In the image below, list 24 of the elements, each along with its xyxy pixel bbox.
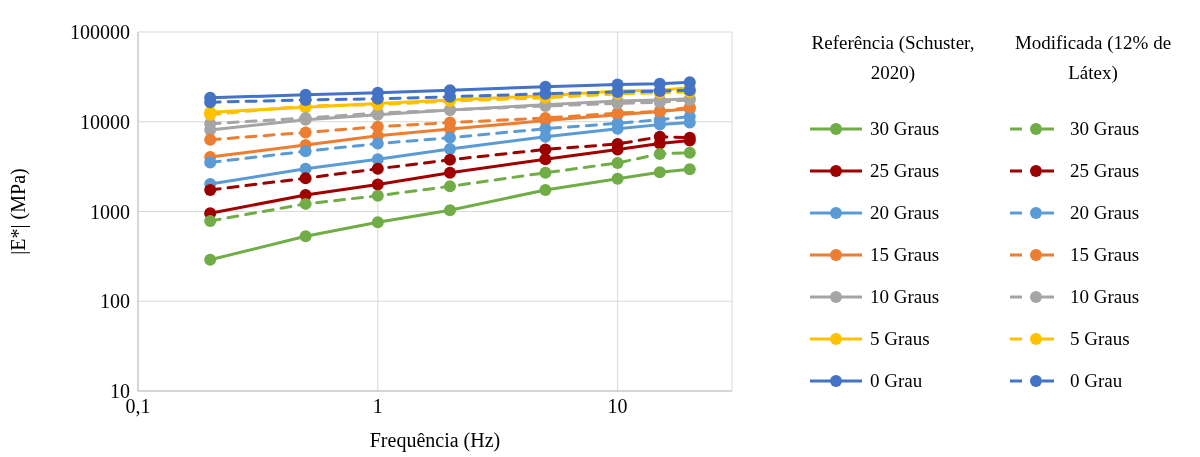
- legend-label: 30 Graus: [1070, 118, 1140, 140]
- y-tick-label: 100: [100, 290, 130, 313]
- y-axis-title: |E*| (MPa): [7, 168, 31, 255]
- x-axis-title: Frequência (Hz): [369, 429, 501, 452]
- legend-label: 15 Graus: [1070, 244, 1140, 266]
- legend-label: 10 Graus: [1070, 286, 1140, 308]
- legend-label: 0 Grau: [870, 370, 923, 392]
- legend-label: 25 Graus: [1070, 160, 1140, 182]
- y-tick-label: 1000: [90, 200, 130, 223]
- text: Modificada (12% de Látex): [1013, 31, 1173, 85]
- legend-label: 20 Graus: [1070, 202, 1140, 224]
- legend-label: 15 Graus: [870, 244, 940, 266]
- x-tick-label: 1: [372, 395, 383, 418]
- legend-label: 10 Graus: [870, 286, 940, 308]
- legend-label: 5 Graus: [870, 328, 930, 350]
- y-tick-label: 10000: [80, 110, 130, 133]
- y-tick-label: 100000: [70, 21, 130, 44]
- legend-label: 20 Graus: [870, 202, 940, 224]
- legend-label: 0 Grau: [1070, 370, 1123, 392]
- text: Referência (Schuster, 2020): [810, 31, 976, 85]
- x-tick-label: 10: [607, 395, 628, 418]
- legend-label: 5 Graus: [1070, 328, 1130, 350]
- legend-label: 30 Graus: [870, 118, 940, 140]
- legend-label: 25 Graus: [870, 160, 940, 182]
